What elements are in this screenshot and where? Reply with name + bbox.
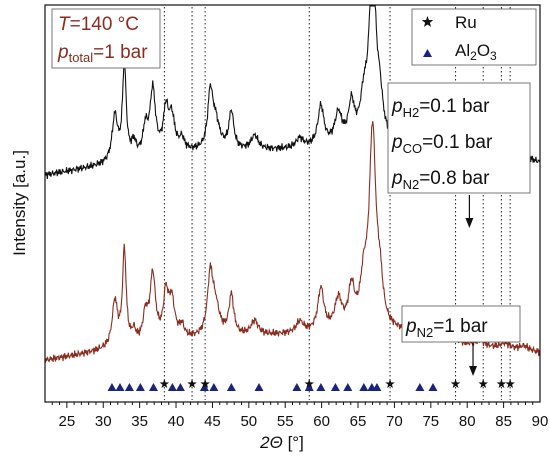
x-tick-label-90: 90: [532, 413, 549, 430]
ru-marker-5: [450, 379, 461, 389]
legend-item-al2o3: Al2O3: [423, 41, 497, 63]
x-tick-label-35: 35: [131, 413, 148, 430]
al2o3-marker-1: [115, 383, 125, 391]
arrow-top-head: [465, 218, 474, 228]
al2o3-marker-4: [148, 383, 158, 391]
legend-item-ru: Ru: [421, 13, 477, 32]
x-axis-label: 2Θ [°]: [259, 433, 304, 452]
temperature-label: T=140 °C: [58, 14, 139, 35]
x-tick-label-30: 30: [95, 413, 112, 430]
ru-marker-7: [496, 379, 507, 389]
conditions-box: T=140 °C ptotal=1 bar: [51, 8, 161, 69]
al2o3-marker-3: [135, 383, 145, 391]
al2o3-marker-19: [415, 383, 425, 391]
x-tick-label-55: 55: [277, 413, 294, 430]
al2o3-marker-10: [254, 383, 264, 391]
al2o3-marker-5: [167, 383, 177, 391]
al2o3-marker-16: [359, 383, 369, 391]
x-tick-label-75: 75: [422, 413, 439, 430]
ru-reference-lines: [163, 7, 511, 400]
al2o3-marker-14: [330, 383, 340, 391]
al2o3-marker-15: [343, 383, 353, 391]
x-axis-ticks: 25 30 35 40 45 50 55 60 65 70 75 80 85 90: [51, 402, 549, 430]
y-axis-label: Intensity [a.u.]: [10, 150, 29, 256]
x-tick-label-60: 60: [313, 413, 330, 430]
n2-only-pressure-label: pN2=1 bar: [405, 316, 488, 340]
x-tick-label-40: 40: [168, 413, 185, 430]
al2o3-marker-7: [199, 383, 209, 391]
al2o3-marker-2: [124, 383, 134, 391]
x-tick-label-45: 45: [204, 413, 221, 430]
star-icon: [421, 16, 434, 27]
al2o3-marker-8: [209, 383, 219, 391]
al2o3-marker-9: [226, 383, 236, 391]
x-tick-label-80: 80: [459, 413, 476, 430]
legend-label-ru: Ru: [455, 13, 477, 32]
legend: Ru Al2O3: [411, 8, 537, 66]
x-tick-label-65: 65: [350, 413, 367, 430]
x-tick-label-50: 50: [240, 413, 257, 430]
x-tick-label-70: 70: [386, 413, 403, 430]
triangle-icon: [423, 49, 432, 57]
x-tick-label-85: 85: [495, 413, 512, 430]
ru-marker-6: [478, 379, 488, 389]
h2-pressure-label: pH2=0.1 bar: [391, 96, 490, 120]
reaction-conditions-box: pH2=0.1 bar pCO=0.1 bar pN2=0.8 bar: [387, 82, 531, 194]
ru-marker-0: [159, 379, 170, 389]
al2o3-marker-18: [372, 383, 382, 391]
phase-markers: [107, 379, 515, 391]
al2o3-marker-12: [304, 383, 314, 391]
x-tick-label-25: 25: [58, 413, 75, 430]
al2o3-marker-13: [316, 383, 326, 391]
n2-only-box: pN2=1 bar: [401, 305, 521, 343]
legend-label-al2o3: Al2O3: [455, 41, 497, 63]
ru-marker-1: [187, 379, 197, 389]
annotation-arrows: [465, 195, 478, 376]
total-pressure-label: ptotal=1 bar: [57, 42, 148, 65]
co-pressure-label: pCO=0.1 bar: [391, 132, 493, 156]
ru-marker-4: [385, 379, 395, 389]
arrow-bottom-head: [469, 366, 478, 376]
ru-marker-3: [304, 379, 314, 389]
al2o3-marker-11: [292, 383, 302, 391]
al2o3-marker-6: [175, 383, 185, 391]
al2o3-marker-20: [428, 383, 438, 391]
ru-marker-2: [200, 379, 210, 389]
ru-marker-8: [505, 379, 515, 389]
n2-pressure-label: pN2=0.8 bar: [391, 168, 490, 192]
al2o3-marker-0: [107, 383, 117, 391]
